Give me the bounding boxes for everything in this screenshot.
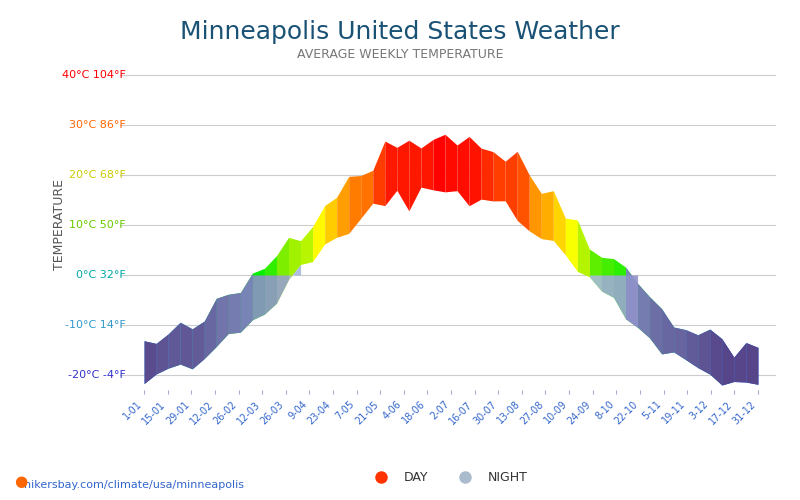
Text: AVERAGE WEEKLY TEMPERATURE: AVERAGE WEEKLY TEMPERATURE xyxy=(297,48,503,60)
Text: 40°C 104°F: 40°C 104°F xyxy=(62,70,126,80)
Text: -20°C -4°F: -20°C -4°F xyxy=(68,370,126,380)
Text: Minneapolis United States Weather: Minneapolis United States Weather xyxy=(180,20,620,44)
Text: 10°C 50°F: 10°C 50°F xyxy=(70,220,126,230)
Text: -10°C 14°F: -10°C 14°F xyxy=(66,320,126,330)
Text: hikersbay.com/climate/usa/minneapolis: hikersbay.com/climate/usa/minneapolis xyxy=(24,480,244,490)
Text: ●: ● xyxy=(14,474,28,489)
Legend: DAY, NIGHT: DAY, NIGHT xyxy=(363,466,533,489)
Text: 20°C 68°F: 20°C 68°F xyxy=(69,170,126,180)
Text: TEMPERATURE: TEMPERATURE xyxy=(54,180,66,270)
Text: 0°C 32°F: 0°C 32°F xyxy=(76,270,126,280)
Text: 30°C 86°F: 30°C 86°F xyxy=(70,120,126,130)
